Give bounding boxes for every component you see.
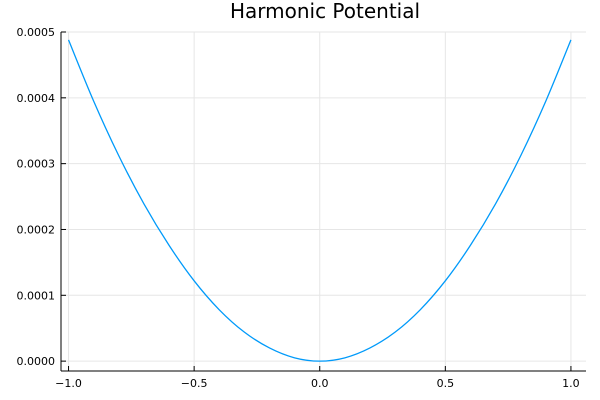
x-tick-label: −1.0 (55, 377, 82, 390)
x-tick-label: −0.5 (181, 377, 208, 390)
y-tick-label: 0.0002 (17, 223, 56, 236)
x-tick-label: 0.0 (311, 377, 329, 390)
y-tick-label: 0.0003 (17, 158, 56, 171)
grid (61, 31, 586, 371)
x-ticks: −1.0 −0.5 0.0 0.5 1.0 (55, 366, 580, 390)
x-tick-label: 0.5 (437, 377, 455, 390)
y-tick-label: 0.0004 (17, 92, 56, 105)
axes (60, 32, 586, 372)
x-tick-label: 1.0 (562, 377, 580, 390)
y-tick-label: 0.0001 (17, 289, 56, 302)
series-line (67, 39, 572, 362)
chart-title: Harmonic Potential (230, 0, 420, 23)
y-tick-label: 0.0000 (17, 355, 56, 368)
series (67, 39, 572, 362)
y-ticks: 0.0000 0.0001 0.0002 0.0003 0.0004 0.0005 (17, 26, 66, 368)
y-tick-label: 0.0005 (17, 26, 56, 39)
